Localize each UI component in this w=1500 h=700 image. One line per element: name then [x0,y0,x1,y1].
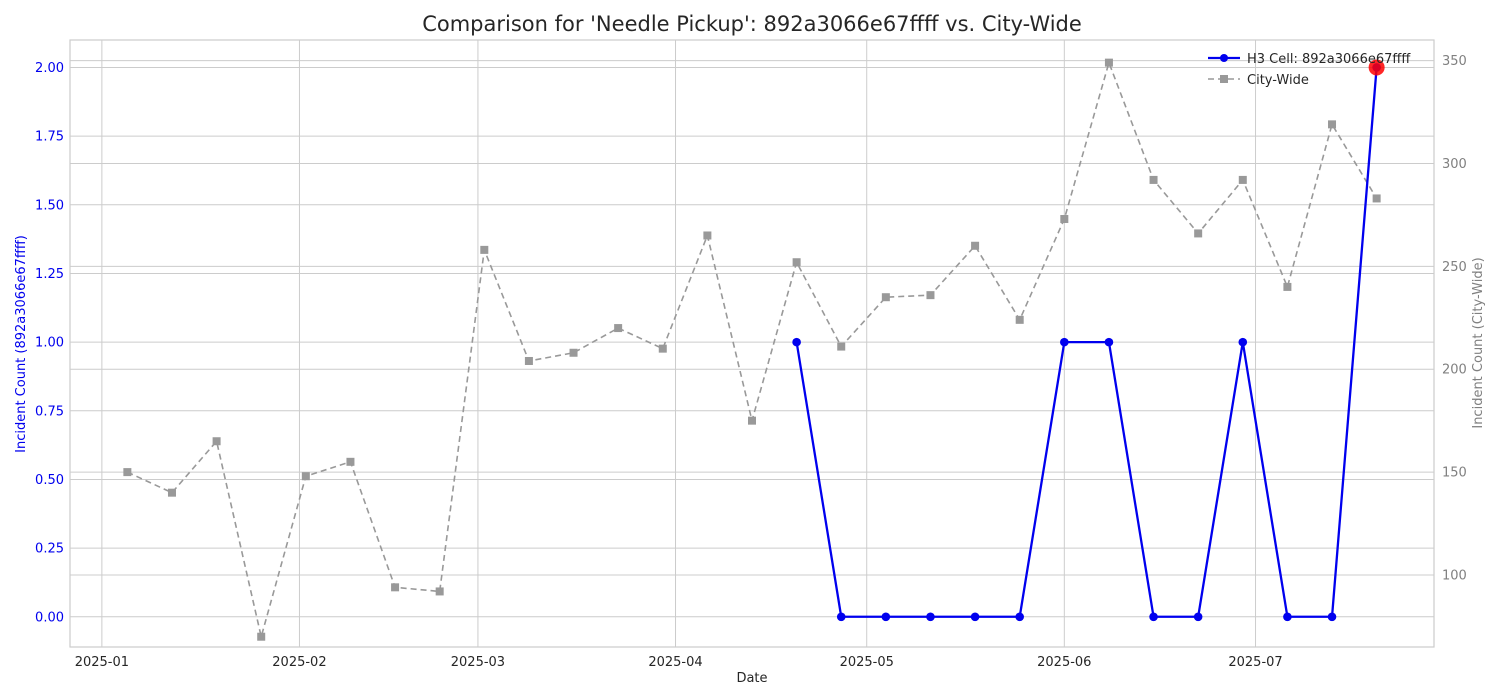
city-wide-point [1283,282,1292,291]
h3-cell-point [926,612,935,622]
plot-area-frame [69,39,1435,648]
city-wide-point [926,291,935,300]
city-wide-point [1060,215,1069,224]
right-y-axis-label: Incident Count (City-Wide) [1471,257,1486,428]
city-wide-point [391,583,400,592]
city-wide-point [658,344,667,353]
city-wide-point [167,488,176,497]
x-axis-label: Date [736,671,767,686]
right-y-tick-label: 250 [1442,260,1467,275]
left-y-tick-label: 0.75 [35,404,64,419]
city-wide-point [569,348,578,357]
city-wide-point [123,468,132,477]
x-axis-ticks: 2025-01 2025-02 2025-03 2025-04 2025-05 2025-… [75,655,1283,670]
legend-cell-marker [1220,54,1228,62]
left-y-tick-label: 0.25 [35,542,64,557]
left-y-tick-label: 1.00 [35,336,64,351]
h3-cell-point [1015,612,1025,622]
city-wide-point [301,472,310,481]
city-wide-point [1149,175,1158,184]
h3-cell-point [836,612,846,622]
h3-cell-point [1283,612,1292,622]
right-y-tick-label: 150 [1442,466,1467,481]
city-wide-point [1104,58,1113,67]
x-tick-label: 2025-05 [840,655,894,670]
city-wide-point [435,587,444,596]
city-wide-point [614,324,623,333]
city-wide-point [212,437,221,446]
city-wide-point [881,293,890,302]
chart-legend: H3 Cell: 892a3066e67ffff City-Wide [1208,52,1411,88]
city-wide-point [792,258,801,267]
city-wide-point [346,457,355,466]
city-wide-point [1238,175,1247,184]
legend-city-label: City-Wide [1247,73,1309,88]
left-y-tick-label: 1.50 [35,198,64,213]
right-y-tick-label: 200 [1442,363,1467,378]
x-tick-label: 2025-01 [75,655,129,670]
h3-cell-point [1238,337,1248,347]
h3-cell-point [881,612,891,622]
x-tick-label: 2025-06 [1037,655,1091,670]
right-y-tick-label: 300 [1442,157,1467,172]
left-y-tick-label: 0.50 [35,473,64,488]
highlight-marker-group [1368,59,1385,76]
highlight-max-point [1368,59,1385,76]
city-wide-series [123,58,1381,641]
left-y-axis-label: Incident Count (892a3066e67ffff) [14,235,29,453]
city-wide-point [1372,194,1381,203]
h3-cell-point [792,337,801,347]
city-wide-point [748,416,756,425]
legend-city-marker [1220,75,1228,83]
city-wide-point [257,632,266,641]
left-y-tick-label: 2.00 [35,61,64,76]
x-tick-label: 2025-04 [648,655,702,670]
chart-title: Comparison for 'Needle Pickup': 892a3066… [422,12,1082,36]
city-wide-point [1194,229,1203,238]
left-y-tick-label: 1.25 [35,267,64,282]
grid-lines [70,40,1434,647]
h3-cell-line [795,67,1378,618]
h3-cell-point [1327,612,1337,622]
city-wide-point [837,342,846,351]
x-tick-label: 2025-02 [272,655,326,670]
city-wide-point [524,356,533,365]
left-y-axis-ticks: 0.00 0.25 0.50 0.75 1.00 1.25 1.50 1.75 2.00 [35,61,64,625]
h3-cell-point [970,612,980,622]
x-tick-label: 2025-03 [451,655,505,670]
left-y-tick-label: 1.75 [35,130,64,145]
city-wide-point [971,241,980,250]
city-wide-point [480,245,489,254]
city-wide-point [703,231,712,240]
city-wide-point [1328,120,1337,129]
h3-cell-point [1060,337,1069,347]
x-tick-label: 2025-07 [1228,655,1282,670]
city-wide-point [1015,315,1024,324]
h3-cell-series [792,63,1381,622]
h3-cell-point [1104,337,1114,347]
legend-cell-label: H3 Cell: 892a3066e67ffff [1247,52,1411,67]
right-y-tick-label: 100 [1442,568,1467,583]
h3-cell-point [1193,612,1203,622]
right-y-tick-label: 350 [1442,54,1467,69]
left-y-tick-label: 0.00 [35,610,64,625]
h3-cell-point [1149,612,1158,622]
right-y-axis-ticks: 100 150 200 250 300 350 [1442,54,1467,583]
